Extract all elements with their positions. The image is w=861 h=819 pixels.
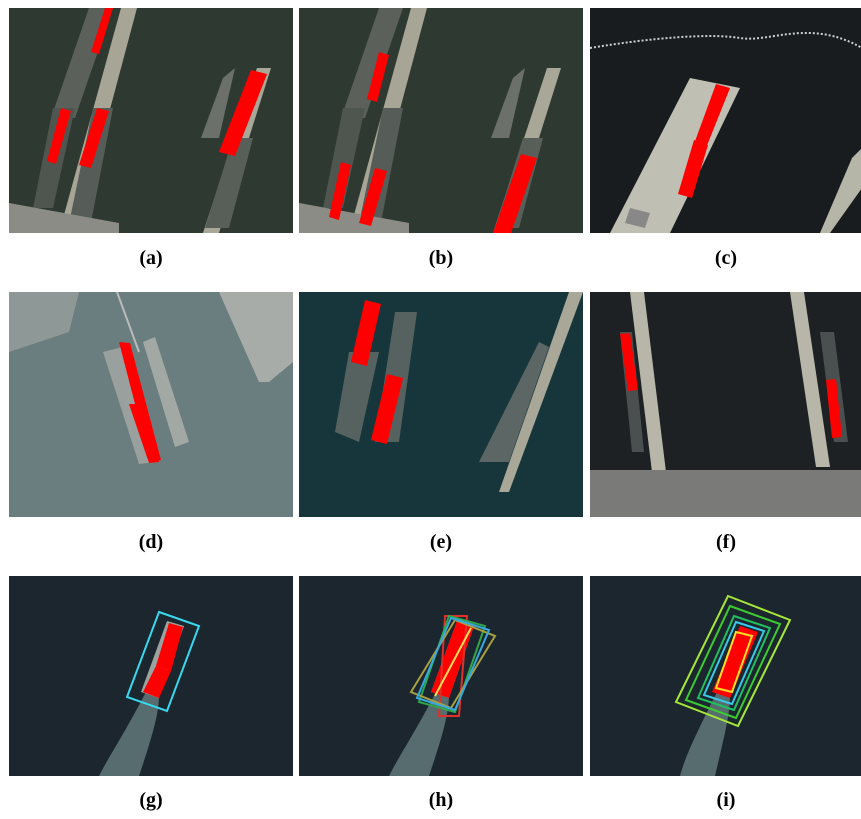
image-a	[9, 8, 293, 233]
image-f	[590, 292, 861, 517]
panel-label: (h)	[429, 789, 453, 811]
panel-label: (g)	[139, 789, 162, 811]
panel-label: (a)	[139, 247, 162, 269]
image-g	[9, 576, 293, 776]
image-e	[299, 292, 583, 517]
image-d	[9, 292, 293, 517]
panel-label: (d)	[139, 531, 163, 553]
panel-label: (i)	[717, 789, 736, 811]
panel-label: (b)	[429, 247, 453, 269]
image-c	[590, 8, 861, 233]
image-i	[590, 576, 861, 776]
figure: (a) (b) (c) (d) (e) (f) (g) (h) (i)	[0, 0, 861, 819]
panel-label: (c)	[715, 247, 737, 269]
image-h	[299, 576, 583, 776]
panel-label: (f)	[716, 531, 736, 553]
panel-label: (e)	[430, 531, 452, 553]
image-b	[299, 8, 583, 233]
